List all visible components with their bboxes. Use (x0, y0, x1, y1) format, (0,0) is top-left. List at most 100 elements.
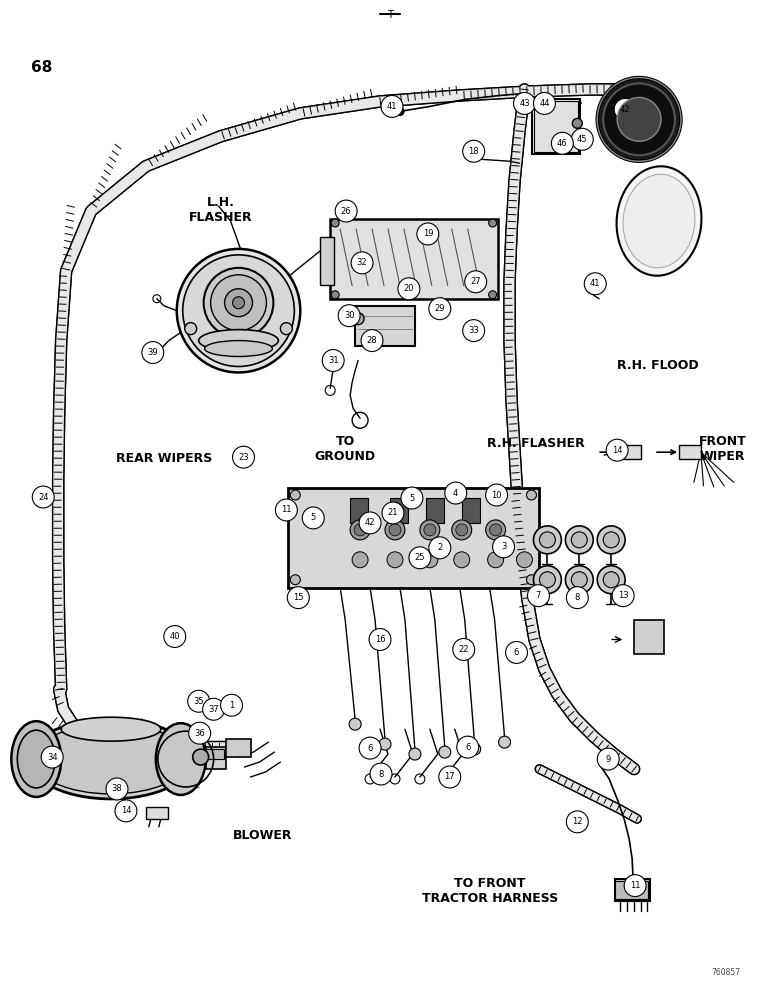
Bar (619, 445, 641, 459)
Text: 42: 42 (365, 518, 375, 527)
Circle shape (567, 811, 588, 833)
Text: 760857: 760857 (712, 968, 740, 977)
Text: 7: 7 (536, 591, 541, 600)
Text: 28: 28 (367, 336, 378, 345)
Circle shape (417, 223, 438, 245)
Circle shape (290, 575, 300, 585)
Text: BLOWER: BLOWER (232, 829, 292, 842)
Circle shape (164, 626, 186, 647)
Text: 6: 6 (514, 648, 520, 657)
Circle shape (322, 350, 344, 371)
Ellipse shape (198, 330, 279, 352)
Text: REAR WIPERS: REAR WIPERS (116, 452, 212, 465)
Text: 36: 36 (195, 729, 205, 738)
Circle shape (331, 291, 339, 299)
Circle shape (586, 282, 598, 294)
Circle shape (533, 92, 555, 114)
Circle shape (438, 746, 451, 758)
Circle shape (232, 446, 255, 468)
Text: 34: 34 (47, 753, 58, 762)
Text: 14: 14 (120, 806, 131, 815)
Circle shape (385, 520, 405, 540)
Circle shape (571, 532, 587, 548)
Circle shape (188, 690, 210, 712)
Bar (205, 747, 225, 769)
Text: 8: 8 (378, 770, 384, 779)
Circle shape (351, 252, 373, 274)
Circle shape (598, 78, 681, 161)
Text: 24: 24 (38, 493, 49, 502)
Circle shape (382, 502, 404, 524)
Circle shape (527, 575, 537, 585)
Circle shape (225, 289, 252, 317)
Circle shape (533, 566, 561, 594)
Circle shape (598, 748, 619, 770)
Text: 15: 15 (293, 593, 303, 602)
Circle shape (177, 249, 300, 372)
Text: 27: 27 (470, 277, 481, 286)
Circle shape (183, 255, 294, 366)
Polygon shape (355, 306, 415, 346)
Circle shape (598, 526, 625, 554)
Circle shape (624, 875, 646, 897)
Text: R.H. FLASHER: R.H. FLASHER (486, 437, 584, 450)
Circle shape (462, 320, 485, 342)
Bar (615, 879, 650, 901)
Circle shape (379, 738, 391, 750)
Circle shape (489, 291, 496, 299)
Text: 8: 8 (574, 593, 580, 602)
Text: 29: 29 (435, 304, 445, 313)
Text: FRONT
WIPER: FRONT WIPER (699, 435, 747, 463)
Text: 44: 44 (539, 99, 550, 108)
Circle shape (211, 275, 266, 331)
Text: 68: 68 (32, 60, 52, 75)
Text: 6: 6 (367, 744, 373, 753)
Text: 20: 20 (404, 284, 414, 293)
Ellipse shape (34, 724, 188, 794)
Text: L.H.
FLASHER: L.H. FLASHER (189, 196, 252, 224)
Text: 12: 12 (572, 817, 583, 826)
Circle shape (572, 118, 582, 128)
Text: TO FRONT
TRACTOR HARNESS: TO FRONT TRACTOR HARNESS (422, 877, 557, 905)
Circle shape (527, 585, 550, 607)
Text: 2: 2 (437, 543, 442, 552)
Bar (634, 620, 664, 654)
Text: 6: 6 (465, 743, 470, 752)
Text: 4: 4 (453, 489, 459, 498)
Circle shape (445, 482, 467, 504)
Bar (615, 881, 648, 899)
Circle shape (232, 297, 245, 309)
Circle shape (401, 487, 423, 509)
Bar (205, 749, 224, 759)
Circle shape (486, 520, 506, 540)
Text: 35: 35 (193, 697, 204, 706)
Circle shape (603, 532, 619, 548)
Circle shape (488, 552, 503, 568)
Circle shape (387, 552, 403, 568)
Circle shape (369, 629, 391, 650)
Text: 37: 37 (208, 705, 219, 714)
Circle shape (142, 342, 164, 363)
Circle shape (409, 547, 431, 569)
Circle shape (603, 572, 619, 588)
Circle shape (188, 722, 211, 744)
Text: 33: 33 (469, 326, 479, 335)
Circle shape (606, 439, 628, 461)
Text: 31: 31 (328, 356, 338, 365)
Circle shape (527, 490, 537, 500)
Text: 5: 5 (310, 513, 316, 522)
Circle shape (338, 305, 360, 327)
Ellipse shape (156, 723, 205, 795)
Circle shape (565, 526, 593, 554)
Circle shape (457, 736, 479, 758)
Circle shape (489, 524, 502, 536)
Circle shape (361, 330, 383, 352)
Circle shape (452, 520, 472, 540)
Circle shape (489, 219, 496, 227)
Text: 39: 39 (147, 348, 158, 357)
Circle shape (290, 490, 300, 500)
Bar (426, 498, 444, 523)
Bar (350, 498, 368, 523)
Text: 17: 17 (445, 772, 455, 781)
Circle shape (389, 524, 401, 536)
